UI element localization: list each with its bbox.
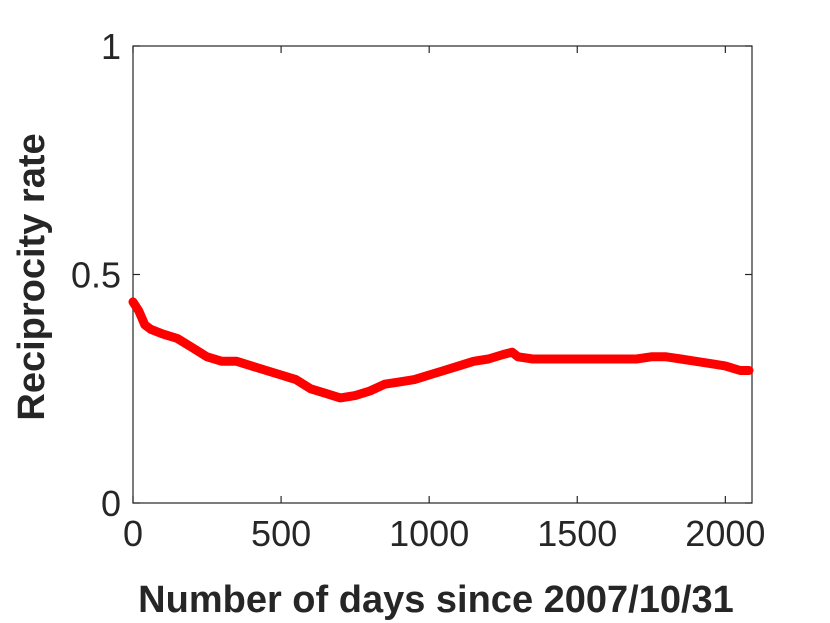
y-axis-title: Reciprocity rate: [11, 133, 53, 420]
x-tick-label: 1500: [537, 513, 617, 554]
x-axis-title: Number of days since 2007/10/31: [138, 579, 734, 621]
x-tick-label: 2000: [685, 513, 765, 554]
plot-frame: [132, 45, 753, 504]
x-tick-label: 1000: [389, 513, 469, 554]
x-tick-label: 0: [123, 513, 143, 554]
x-axis: 0 500 1000 1500 2000: [123, 46, 765, 554]
y-tick-label: 1: [101, 26, 121, 67]
y-tick-label: 0.5: [71, 255, 121, 296]
y-tick-label: 0: [101, 483, 121, 524]
plot-area: [128, 45, 754, 504]
x-tick-label: 500: [251, 513, 311, 554]
y-axis: 00.51: [71, 26, 752, 524]
series-line: [128, 297, 754, 403]
